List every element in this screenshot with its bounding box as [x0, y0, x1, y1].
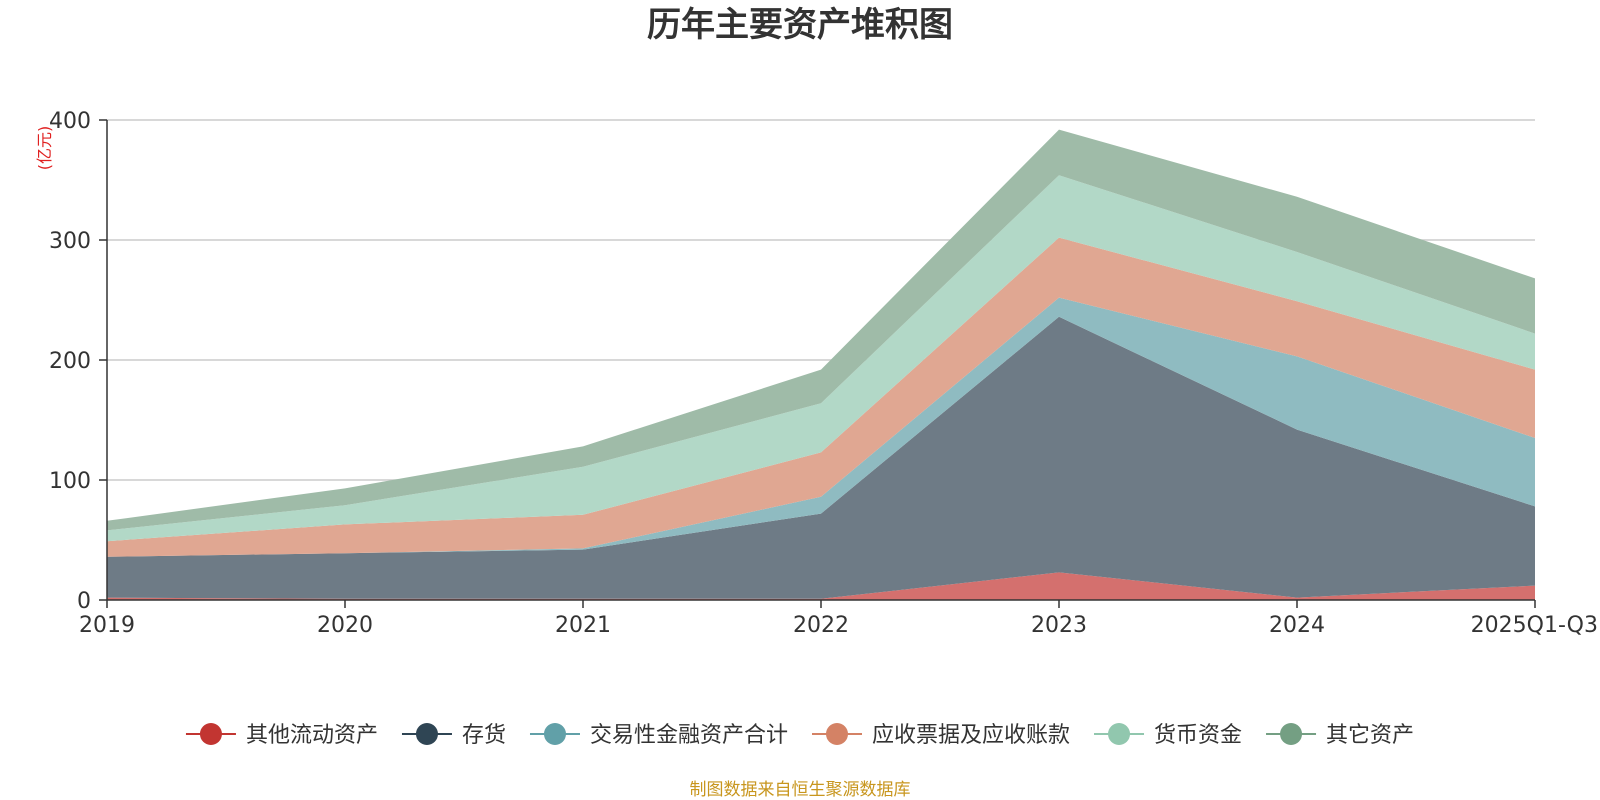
x-tick-label: 2021	[555, 613, 611, 638]
area-series-3	[107, 297, 1535, 557]
x-tick-label: 2020	[317, 613, 373, 638]
legend-marker	[1280, 723, 1303, 745]
legend-item-1: 其他流动资产	[185, 723, 378, 748]
y-tick-label: 0	[77, 589, 91, 614]
legend-item-2: 存货	[401, 723, 506, 748]
x-tick-label: 2023	[1031, 613, 1087, 638]
legend-marker	[826, 723, 848, 745]
legend-marker	[1108, 723, 1131, 745]
legend-item-5: 货币资金	[1094, 723, 1242, 748]
chart-title: 历年主要资产堆积图	[647, 5, 953, 45]
x-tick-label: 2022	[793, 613, 849, 638]
legend-label: 交易性金融资产合计	[590, 723, 788, 748]
area-series-1	[107, 572, 1535, 600]
y-tick-label: 400	[49, 109, 91, 134]
legend-marker	[543, 723, 566, 745]
source-note: 制图数据来自恒生聚源数据库	[690, 780, 911, 800]
legend-item-6: 其它资产	[1266, 723, 1414, 748]
y-tick-label: 200	[49, 349, 91, 374]
area-series-5	[107, 175, 1535, 542]
legend-label: 其它资产	[1326, 723, 1414, 748]
legend: 其他流动资产 存货 交易性金融资产合计 应收票据及应收账款 货币资金 其它资产	[185, 723, 1414, 748]
legend-label: 其他流动资产	[246, 723, 378, 748]
legend-label: 货币资金	[1154, 723, 1242, 748]
y-tick-label: 100	[49, 469, 91, 494]
legend-item-4: 应收票据及应收账款	[812, 723, 1070, 748]
x-tick-label: 2025Q1-Q3	[1471, 613, 1598, 638]
x-tick-label: 2019	[79, 613, 135, 638]
legend-label: 存货	[462, 723, 506, 748]
y-axis-unit-label: (亿元)	[35, 126, 54, 171]
x-tick-label: 2024	[1269, 613, 1325, 638]
area-series-4	[107, 237, 1535, 557]
axes: 0 100 200 300 400 2019 2020 2021 2022 2023 2024 202…	[49, 109, 1598, 638]
legend-marker	[199, 723, 222, 745]
legend-label: 应收票据及应收账款	[872, 723, 1070, 748]
y-tick-label: 300	[49, 229, 91, 254]
area-series	[107, 129, 1535, 600]
legend-item-3: 交易性金融资产合计	[529, 723, 788, 748]
legend-marker	[415, 723, 438, 745]
area-series-2	[107, 316, 1535, 599]
